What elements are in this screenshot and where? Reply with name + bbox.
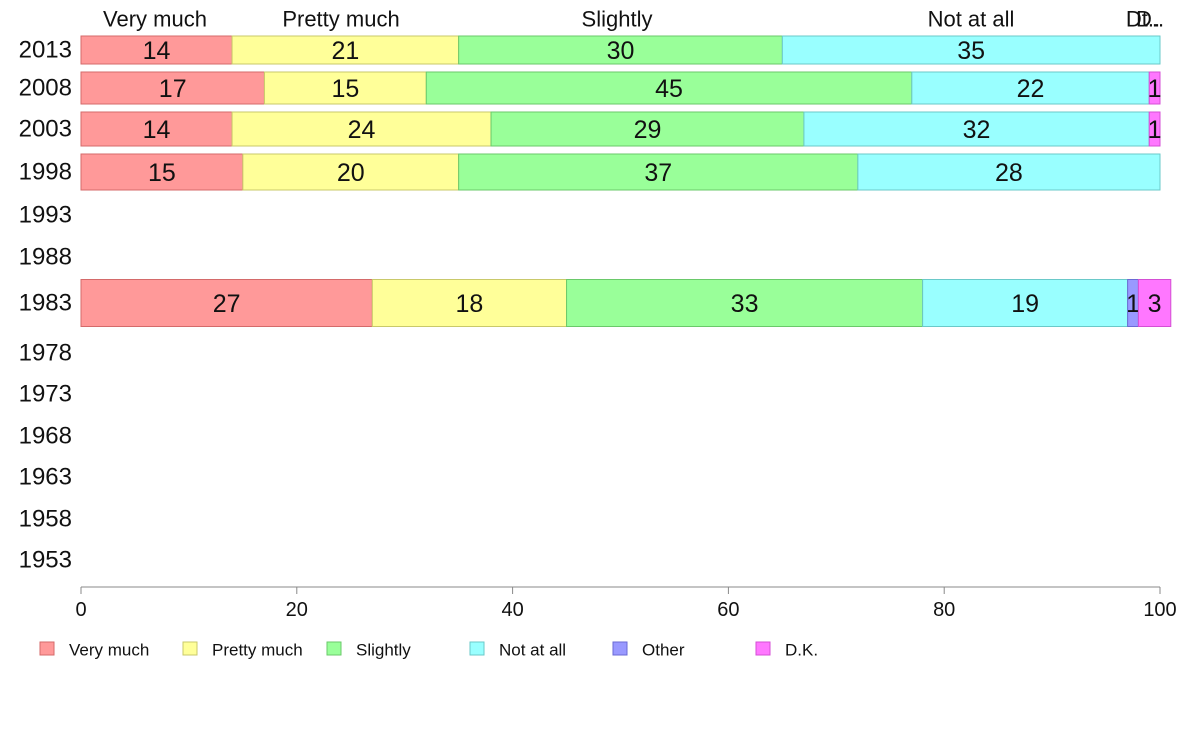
bar-1983-slightly [566, 279, 924, 327]
year-label-1998: 1998 [19, 159, 72, 186]
x-tick-label-40: 40 [501, 599, 523, 621]
bar-value-2008-not-at-all: 22 [1017, 75, 1045, 103]
bar-value-1983-not-at-all: 19 [1011, 290, 1039, 318]
bar-value-1983-d-k: 3 [1148, 290, 1162, 318]
header-label-d: D.. [1136, 7, 1164, 32]
bar-value-2013-not-at-all: 35 [957, 37, 985, 65]
header-label-slightly: Slightly [582, 7, 653, 32]
legend-swatch-other [612, 641, 628, 656]
legend-swatch-pretty-much [182, 641, 198, 656]
x-tick-label-0: 0 [75, 599, 86, 621]
year-label-1968: 1968 [19, 423, 72, 450]
category-header-labels: Very much Pretty much Slightly Not at all Dt… [103, 7, 1164, 32]
legend-label-other: Other [642, 641, 685, 660]
bar-1998-slightly [458, 153, 859, 191]
legend-label-pretty-much: Pretty much [212, 641, 303, 660]
bar-2003-not-at-all [803, 111, 1150, 147]
x-tick-label-80: 80 [933, 599, 955, 621]
bar-value-1998-pretty-much: 20 [337, 159, 365, 187]
legend-label-slightly: Slightly [356, 641, 411, 660]
legend-swatch-not-at-all [469, 641, 485, 656]
bar-value-1983-pretty-much: 18 [456, 290, 484, 318]
bar-value-2003-very-much: 14 [143, 116, 171, 144]
bar-1983-not-at-all [922, 279, 1129, 327]
header-label-pretty-much: Pretty much [282, 7, 399, 32]
bar-value-1998-very-much: 15 [148, 159, 176, 187]
bar-1983-very-much [80, 279, 373, 327]
bar-value-1998-slightly: 37 [644, 159, 672, 187]
bar-1998-very-much [80, 153, 244, 191]
bar-value-2003-not-at-all: 32 [963, 116, 991, 144]
bar-2013-not-at-all [781, 35, 1161, 65]
header-label-very-much: Very much [103, 7, 207, 32]
bar-1998-pretty-much [242, 153, 460, 191]
bar-value-2008-very-much: 17 [159, 75, 187, 103]
bar-1983-d-k [1137, 279, 1172, 327]
legend-swatch-slightly [326, 641, 342, 656]
bar-value-2003-d-k: 1 [1148, 116, 1162, 144]
x-axis: 0 20 40 60 80 100 [75, 586, 1177, 621]
header-label-not-at-all: Not at all [928, 7, 1015, 32]
bar-value-2008-pretty-much: 15 [331, 75, 359, 103]
bar-value-2003-pretty-much: 24 [348, 116, 376, 144]
legend-swatch-d-k [755, 641, 771, 656]
year-label-2013: 2013 [19, 37, 72, 64]
bar-2013-very-much [80, 35, 233, 65]
x-tick-label-100: 100 [1143, 599, 1176, 621]
year-label-1958: 1958 [19, 506, 72, 533]
bar-2013-pretty-much [231, 35, 460, 65]
bar-value-2013-very-much: 14 [143, 37, 171, 65]
bar-value-2008-slightly: 45 [655, 75, 683, 103]
year-axis-labels: 2013 2008 2003 1998 1993 1988 1983 1978 1973 1968… [19, 37, 72, 574]
year-label-2008: 2008 [19, 75, 72, 102]
bar-2003-d-k [1148, 111, 1161, 147]
legend-label-not-at-all: Not at all [499, 641, 566, 660]
bar-2003-pretty-much [231, 111, 492, 147]
bar-2008-d-k [1148, 71, 1161, 105]
year-label-2003: 2003 [19, 116, 72, 143]
bar-2003-slightly [490, 111, 805, 147]
legend: Very much Pretty much Slightly Not at all Ot… [39, 641, 818, 660]
bar-value-2008-d-k: 1 [1148, 75, 1162, 103]
bar-value-2013-slightly: 30 [607, 37, 635, 65]
legend-label-very-much: Very much [69, 641, 149, 660]
bar-2013-slightly [458, 35, 783, 65]
legend-label-d-k: D.K. [785, 641, 818, 660]
year-label-1983: 1983 [19, 290, 72, 317]
year-label-1993: 1993 [19, 202, 72, 229]
year-label-1973: 1973 [19, 381, 72, 408]
bar-1998-not-at-all [857, 153, 1161, 191]
year-label-1988: 1988 [19, 244, 72, 271]
bar-value-1998-not-at-all: 28 [995, 159, 1023, 187]
bar-value-1983-other: 1 [1126, 290, 1140, 318]
header-label-dt: Dt.. [1126, 7, 1160, 32]
bar-2008-very-much [80, 71, 265, 105]
x-tick-label-20: 20 [286, 599, 308, 621]
year-label-1953: 1953 [19, 547, 72, 574]
bar-2008-not-at-all [911, 71, 1150, 105]
bar-value-2003-slightly: 29 [634, 116, 662, 144]
year-label-1978: 1978 [19, 340, 72, 367]
legend-swatch-very-much [39, 641, 55, 656]
bar-2003-very-much [80, 111, 233, 147]
year-label-1963: 1963 [19, 464, 72, 491]
bar-value-1983-very-much: 27 [213, 290, 241, 318]
bar-value-2013-pretty-much: 21 [331, 37, 359, 65]
bar-value-1983-slightly: 33 [731, 290, 759, 318]
bar-2008-pretty-much [263, 71, 427, 105]
x-tick-label-60: 60 [717, 599, 739, 621]
